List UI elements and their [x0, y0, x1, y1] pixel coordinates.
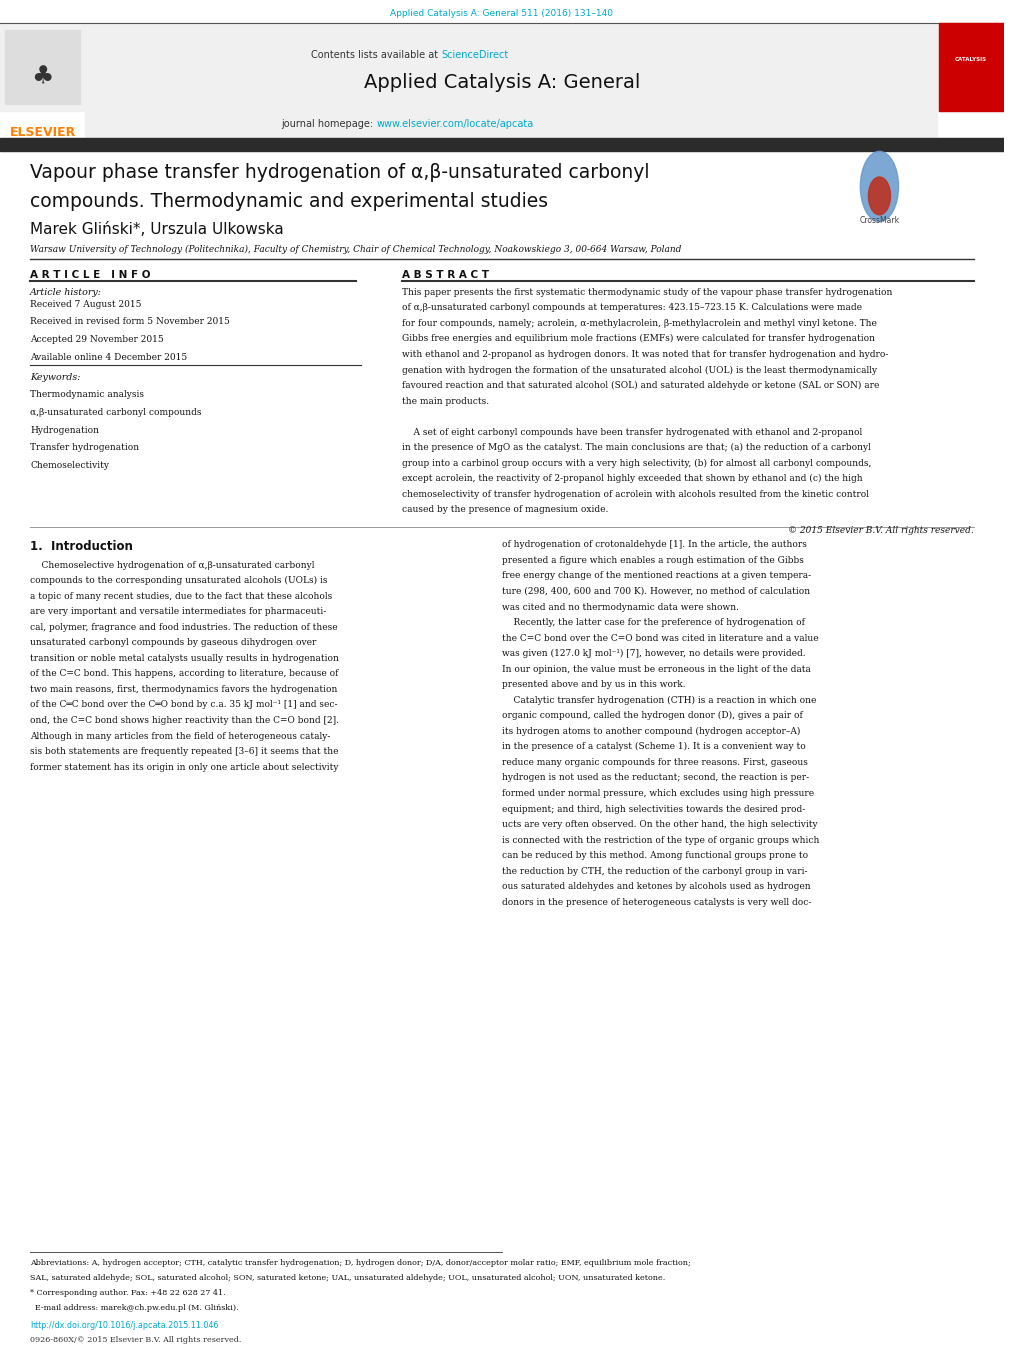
Text: two main reasons, first, thermodynamics favors the hydrogenation: two main reasons, first, thermodynamics … [31, 685, 337, 694]
Text: Contents lists available at: Contents lists available at [311, 50, 441, 59]
Text: Available online 4 December 2015: Available online 4 December 2015 [31, 353, 187, 362]
Bar [937, 23, 1003, 111]
Text: Vapour phase transfer hydrogenation of α,β-unsaturated carbonyl: Vapour phase transfer hydrogenation of α… [31, 163, 649, 182]
Text: Marek Gliński*, Urszula Ulkowska: Marek Gliński*, Urszula Ulkowska [31, 222, 283, 236]
Text: Received 7 August 2015: Received 7 August 2015 [31, 300, 142, 309]
Text: sis both statements are frequently repeated [3–6] it seems that the: sis both statements are frequently repea… [31, 747, 338, 757]
Text: ucts are very often observed. On the other hand, the high selectivity: ucts are very often observed. On the oth… [501, 820, 817, 830]
Text: equipment; and third, high selectivities towards the desired prod-: equipment; and third, high selectivities… [501, 804, 804, 813]
Text: A R T I C L E   I N F O: A R T I C L E I N F O [31, 270, 151, 280]
Text: was cited and no thermodynamic data were shown.: was cited and no thermodynamic data were… [501, 603, 738, 612]
Text: Although in many articles from the field of heterogeneous cataly-: Although in many articles from the field… [31, 731, 330, 740]
Text: compounds. Thermodynamic and experimental studies: compounds. Thermodynamic and experimenta… [31, 192, 547, 211]
Text: presented above and by us in this work.: presented above and by us in this work. [501, 680, 685, 689]
Text: ture (298, 400, 600 and 700 K). However, no method of calculation: ture (298, 400, 600 and 700 K). However,… [501, 586, 809, 596]
Text: compounds to the corresponding unsaturated alcohols (UOLs) is: compounds to the corresponding unsaturat… [31, 576, 327, 585]
Text: organic compound, called the hydrogen donor (D), gives a pair of: organic compound, called the hydrogen do… [501, 711, 802, 720]
Text: group into a carbinol group occurs with a very high selectivity, (b) for almost : group into a carbinol group occurs with … [401, 458, 870, 467]
Text: unsaturated carbonyl compounds by gaseous dihydrogen over: unsaturated carbonyl compounds by gaseou… [31, 638, 316, 647]
Text: of hydrogenation of crotonaldehyde [1]. In the article, the authors: of hydrogenation of crotonaldehyde [1]. … [501, 540, 806, 550]
Text: for four compounds, namely; acrolein, α-methylacrolein, β-methylacrolein and met: for four compounds, namely; acrolein, α-… [401, 319, 875, 328]
Text: ScienceDirect: ScienceDirect [441, 50, 508, 59]
Ellipse shape [867, 177, 890, 215]
Text: the C=C bond over the C=O bond was cited in literature and a value: the C=C bond over the C=O bond was cited… [501, 634, 818, 643]
Bar [0, 138, 1003, 151]
Text: E-mail address: marek@ch.pw.edu.pl (M. Gliński).: E-mail address: marek@ch.pw.edu.pl (M. G… [31, 1304, 238, 1312]
Bar [5, 30, 81, 104]
Text: www.elsevier.com/locate/apcata: www.elsevier.com/locate/apcata [376, 119, 533, 130]
Text: Chemoselectivity: Chemoselectivity [31, 461, 109, 470]
Text: Recently, the latter case for the preference of hydrogenation of: Recently, the latter case for the prefer… [501, 617, 804, 627]
Bar [0, 23, 1003, 111]
Text: in the presence of MgO as the catalyst. The main conclusions are that; (a) the r: in the presence of MgO as the catalyst. … [401, 443, 869, 453]
Text: Transfer hydrogenation: Transfer hydrogenation [31, 443, 140, 453]
Text: caused by the presence of magnesium oxide.: caused by the presence of magnesium oxid… [401, 505, 607, 515]
Text: free energy change of the mentioned reactions at a given tempera-: free energy change of the mentioned reac… [501, 571, 810, 581]
Text: CATALYSIS: CATALYSIS [955, 57, 986, 62]
Text: its hydrogen atoms to another compound (hydrogen acceptor–A): its hydrogen atoms to another compound (… [501, 727, 800, 736]
Text: Accepted 29 November 2015: Accepted 29 November 2015 [31, 335, 164, 345]
Text: Catalytic transfer hydrogenation (CTH) is a reaction in which one: Catalytic transfer hydrogenation (CTH) i… [501, 696, 815, 705]
Text: of the C=C bond. This happens, according to literature, because of: of the C=C bond. This happens, according… [31, 669, 338, 678]
Text: can be reduced by this method. Among functional groups prone to: can be reduced by this method. Among fun… [501, 851, 807, 861]
Text: a topic of many recent studies, due to the fact that these alcohols: a topic of many recent studies, due to t… [31, 592, 332, 601]
Text: cal, polymer, fragrance and food industries. The reduction of these: cal, polymer, fragrance and food industr… [31, 623, 337, 632]
Text: journal homepage:: journal homepage: [281, 119, 376, 130]
Text: Hydrogenation: Hydrogenation [31, 426, 99, 435]
Text: of α,β-unsaturated carbonyl compounds at temperatures: 423.15–723.15 K. Calculat: of α,β-unsaturated carbonyl compounds at… [401, 303, 861, 312]
Text: ELSEVIER: ELSEVIER [10, 126, 76, 139]
Text: CrossMark: CrossMark [859, 216, 899, 226]
Text: Applied Catalysis A: General: Applied Catalysis A: General [364, 73, 640, 92]
Text: reduce many organic compounds for three reasons. First, gaseous: reduce many organic compounds for three … [501, 758, 807, 767]
Text: the reduction by CTH, the reduction of the carbonyl group in vari-: the reduction by CTH, the reduction of t… [501, 866, 807, 875]
Text: in the presence of a catalyst (Scheme 1). It is a convenient way to: in the presence of a catalyst (Scheme 1)… [501, 742, 805, 751]
Text: donors in the presence of heterogeneous catalysts is very well doc-: donors in the presence of heterogeneous … [501, 897, 810, 907]
Text: Warsaw University of Technology (Politechnika), Faculty of Chemistry, Chair of C: Warsaw University of Technology (Politec… [31, 245, 681, 254]
Text: Gibbs free energies and equilibrium mole fractions (EMFs) were calculated for tr: Gibbs free energies and equilibrium mole… [401, 334, 873, 343]
Text: http://dx.doi.org/10.1016/j.apcata.2015.11.046: http://dx.doi.org/10.1016/j.apcata.2015.… [31, 1321, 218, 1331]
Text: formed under normal pressure, which excludes using high pressure: formed under normal pressure, which excl… [501, 789, 813, 798]
Text: ♣: ♣ [31, 65, 53, 89]
Text: except acrolein, the reactivity of 2-propanol highly exceeded that shown by etha: except acrolein, the reactivity of 2-pro… [401, 474, 861, 484]
Text: Abbreviations: A, hydrogen acceptor; CTH, catalytic transfer hydrogenation; D, h: Abbreviations: A, hydrogen acceptor; CTH… [31, 1259, 690, 1267]
Text: In our opinion, the value must be erroneous in the light of the data: In our opinion, the value must be errone… [501, 665, 810, 674]
Text: SAL, saturated aldehyde; SOL, saturated alcohol; SON, saturated ketone; UAL, uns: SAL, saturated aldehyde; SOL, saturated … [31, 1274, 664, 1282]
Text: A set of eight carbonyl compounds have been transfer hydrogenated with ethanol a: A set of eight carbonyl compounds have b… [401, 427, 861, 436]
Text: © 2015 Elsevier B.V. All rights reserved.: © 2015 Elsevier B.V. All rights reserved… [788, 526, 973, 535]
Text: Chemoselective hydrogenation of α,β-unsaturated carbonyl: Chemoselective hydrogenation of α,β-unsa… [31, 561, 314, 570]
Text: Applied Catalysis A: General 511 (2016) 131–140: Applied Catalysis A: General 511 (2016) … [390, 9, 612, 19]
Text: * Corresponding author. Fax: +48 22 628 27 41.: * Corresponding author. Fax: +48 22 628 … [31, 1289, 225, 1297]
Text: of the C═C bond over the C═O bond by c.a. 35 kJ mol⁻¹ [1] and sec-: of the C═C bond over the C═O bond by c.a… [31, 700, 337, 709]
Text: transition or noble metal catalysts usually results in hydrogenation: transition or noble metal catalysts usua… [31, 654, 338, 663]
Text: chemoselectivity of transfer hydrogenation of acrolein with alcohols resulted fr: chemoselectivity of transfer hydrogenati… [401, 489, 868, 499]
Text: ond, the C=C bond shows higher reactivity than the C=O bond [2].: ond, the C=C bond shows higher reactivit… [31, 716, 338, 725]
Bar [86, 109, 935, 139]
Text: are very important and versatile intermediates for pharmaceuti-: are very important and versatile interme… [31, 607, 326, 616]
Text: Keywords:: Keywords: [31, 373, 81, 382]
Text: 0926-860X/© 2015 Elsevier B.V. All rights reserved.: 0926-860X/© 2015 Elsevier B.V. All right… [31, 1336, 242, 1344]
Text: presented a figure which enables a rough estimation of the Gibbs: presented a figure which enables a rough… [501, 557, 803, 565]
Text: with ethanol and 2-propanol as hydrogen donors. It was noted that for transfer h: with ethanol and 2-propanol as hydrogen … [401, 350, 888, 359]
Text: A B S T R A C T: A B S T R A C T [401, 270, 488, 280]
Text: Thermodynamic analysis: Thermodynamic analysis [31, 390, 144, 400]
Text: genation with hydrogen the formation of the unsaturated alcohol (UOL) is the lea: genation with hydrogen the formation of … [401, 365, 876, 374]
Ellipse shape [859, 151, 898, 222]
Text: Article history:: Article history: [31, 288, 102, 297]
Text: ous saturated aldehydes and ketones by alcohols used as hydrogen: ous saturated aldehydes and ketones by a… [501, 882, 810, 892]
Text: was given (127.0 kJ mol⁻¹) [7], however, no details were provided.: was given (127.0 kJ mol⁻¹) [7], however,… [501, 648, 805, 658]
Text: the main products.: the main products. [401, 396, 488, 405]
Text: hydrogen is not used as the reductant; second, the reaction is per-: hydrogen is not used as the reductant; s… [501, 773, 808, 782]
Text: Received in revised form 5 November 2015: Received in revised form 5 November 2015 [31, 317, 229, 327]
Text: 1.  Introduction: 1. Introduction [31, 540, 132, 554]
Text: is connected with the restriction of the type of organic groups which: is connected with the restriction of the… [501, 835, 818, 844]
Text: favoured reaction and that saturated alcohol (SOL) and saturated aldehyde or ket: favoured reaction and that saturated alc… [401, 381, 878, 390]
Text: former statement has its origin in only one article about selectivity: former statement has its origin in only … [31, 762, 338, 771]
Text: α,β-unsaturated carbonyl compounds: α,β-unsaturated carbonyl compounds [31, 408, 202, 417]
Text: This paper presents the first systematic thermodynamic study of the vapour phase: This paper presents the first systematic… [401, 288, 891, 297]
